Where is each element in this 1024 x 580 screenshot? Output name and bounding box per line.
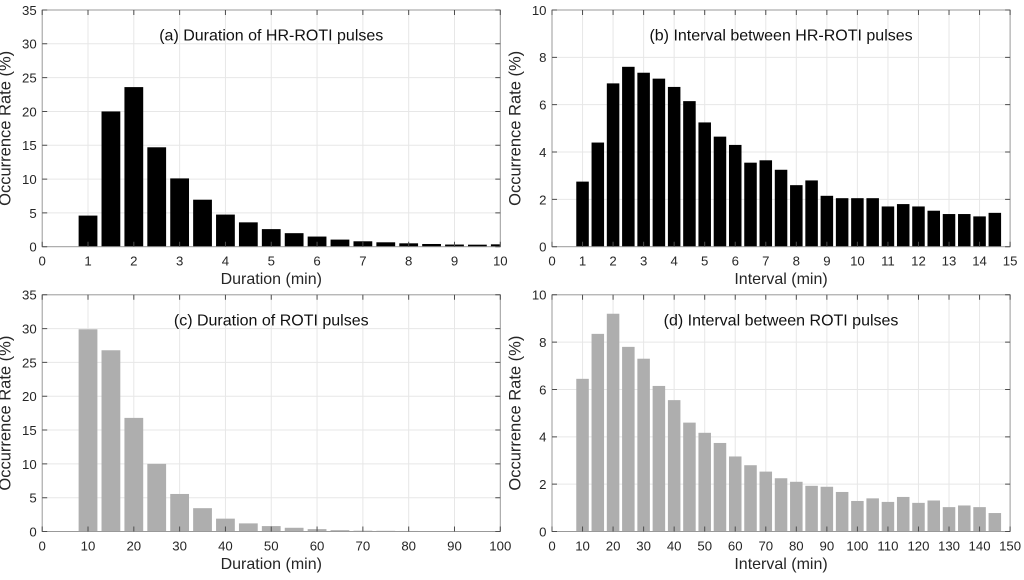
svg-text:130: 130 (938, 538, 960, 553)
svg-text:10: 10 (532, 288, 547, 303)
svg-text:2: 2 (539, 192, 546, 207)
svg-text:5: 5 (29, 206, 36, 221)
svg-text:20: 20 (126, 538, 141, 553)
svg-text:80: 80 (789, 538, 804, 553)
svg-text:90: 90 (447, 538, 462, 553)
svg-text:0: 0 (39, 254, 46, 269)
svg-text:10: 10 (532, 3, 547, 18)
svg-text:100: 100 (489, 538, 511, 553)
svg-text:10: 10 (575, 538, 590, 553)
svg-text:60: 60 (310, 538, 325, 553)
svg-text:Occurrence Rate (%): Occurrence Rate (%) (0, 51, 15, 206)
svg-text:0: 0 (548, 254, 555, 269)
svg-text:8: 8 (539, 50, 546, 65)
svg-text:5: 5 (268, 254, 275, 269)
svg-text:1: 1 (84, 254, 91, 269)
svg-text:35: 35 (22, 288, 37, 303)
svg-text:140: 140 (969, 538, 991, 553)
svg-text:20: 20 (606, 538, 621, 553)
svg-text:Duration (min): Duration (min) (221, 271, 322, 288)
svg-text:40: 40 (667, 538, 682, 553)
svg-text:4: 4 (222, 254, 229, 269)
svg-text:100: 100 (846, 538, 868, 553)
svg-text:(c) Duration of ROTI pulses: (c) Duration of ROTI pulses (174, 312, 369, 329)
svg-text:6: 6 (313, 254, 320, 269)
svg-text:4: 4 (670, 254, 677, 269)
svg-text:20: 20 (22, 389, 37, 404)
svg-text:2: 2 (609, 254, 616, 269)
svg-text:35: 35 (22, 3, 37, 18)
svg-text:8: 8 (539, 335, 546, 350)
svg-text:40: 40 (218, 538, 233, 553)
svg-text:9: 9 (451, 254, 458, 269)
svg-text:Duration (min): Duration (min) (221, 556, 322, 573)
svg-text:80: 80 (401, 538, 416, 553)
svg-text:90: 90 (820, 538, 835, 553)
svg-text:6: 6 (539, 382, 546, 397)
svg-text:11: 11 (881, 254, 895, 269)
svg-text:9: 9 (823, 254, 830, 269)
svg-text:15: 15 (22, 138, 37, 153)
svg-text:20: 20 (22, 104, 37, 119)
svg-text:0: 0 (539, 240, 546, 255)
svg-text:0: 0 (29, 524, 36, 539)
svg-text:8: 8 (793, 254, 800, 269)
svg-text:8: 8 (405, 254, 412, 269)
svg-text:0: 0 (548, 538, 555, 553)
svg-text:4: 4 (539, 145, 546, 160)
svg-text:120: 120 (907, 538, 929, 553)
svg-text:30: 30 (636, 538, 651, 553)
svg-text:13: 13 (942, 254, 957, 269)
svg-text:12: 12 (911, 254, 926, 269)
svg-text:10: 10 (850, 254, 865, 269)
svg-text:3: 3 (640, 254, 647, 269)
svg-text:2: 2 (130, 254, 137, 269)
svg-text:30: 30 (172, 538, 187, 553)
svg-text:(d) Interval between ROTI puls: (d) Interval between ROTI pulses (664, 312, 899, 329)
svg-text:50: 50 (264, 538, 279, 553)
svg-text:110: 110 (877, 538, 898, 553)
svg-text:6: 6 (539, 98, 546, 113)
svg-text:1: 1 (579, 254, 586, 269)
svg-text:25: 25 (22, 71, 37, 86)
svg-text:2: 2 (539, 477, 546, 492)
svg-text:0: 0 (39, 538, 46, 553)
svg-text:Occurrence Rate (%): Occurrence Rate (%) (507, 336, 525, 491)
svg-text:10: 10 (22, 172, 37, 187)
svg-text:60: 60 (728, 538, 743, 553)
svg-text:Interval (min): Interval (min) (734, 271, 827, 288)
svg-text:0: 0 (29, 240, 36, 255)
svg-text:Occurrence Rate (%): Occurrence Rate (%) (507, 51, 525, 206)
svg-text:70: 70 (356, 538, 371, 553)
svg-text:(b) Interval between HR-ROTI p: (b) Interval between HR-ROTI pulses (649, 28, 912, 45)
svg-text:0: 0 (539, 524, 546, 539)
svg-text:10: 10 (81, 538, 96, 553)
svg-text:25: 25 (22, 355, 37, 370)
svg-text:5: 5 (29, 491, 36, 506)
svg-text:Occurrence Rate (%): Occurrence Rate (%) (0, 336, 15, 491)
svg-text:7: 7 (359, 254, 366, 269)
svg-text:6: 6 (732, 254, 739, 269)
svg-text:(a) Duration of HR-ROTI pulses: (a) Duration of HR-ROTI pulses (159, 28, 383, 45)
svg-text:30: 30 (22, 37, 37, 52)
svg-text:10: 10 (22, 457, 37, 472)
svg-text:7: 7 (762, 254, 769, 269)
svg-text:70: 70 (758, 538, 773, 553)
svg-text:10: 10 (493, 254, 508, 269)
svg-text:15: 15 (1003, 254, 1018, 269)
svg-text:Interval (min): Interval (min) (734, 556, 827, 573)
svg-text:150: 150 (999, 538, 1021, 553)
svg-text:14: 14 (972, 254, 987, 269)
svg-text:15: 15 (22, 423, 37, 438)
svg-text:4: 4 (539, 430, 546, 445)
svg-text:3: 3 (176, 254, 183, 269)
svg-text:30: 30 (22, 322, 37, 337)
svg-text:50: 50 (697, 538, 712, 553)
svg-text:5: 5 (701, 254, 708, 269)
